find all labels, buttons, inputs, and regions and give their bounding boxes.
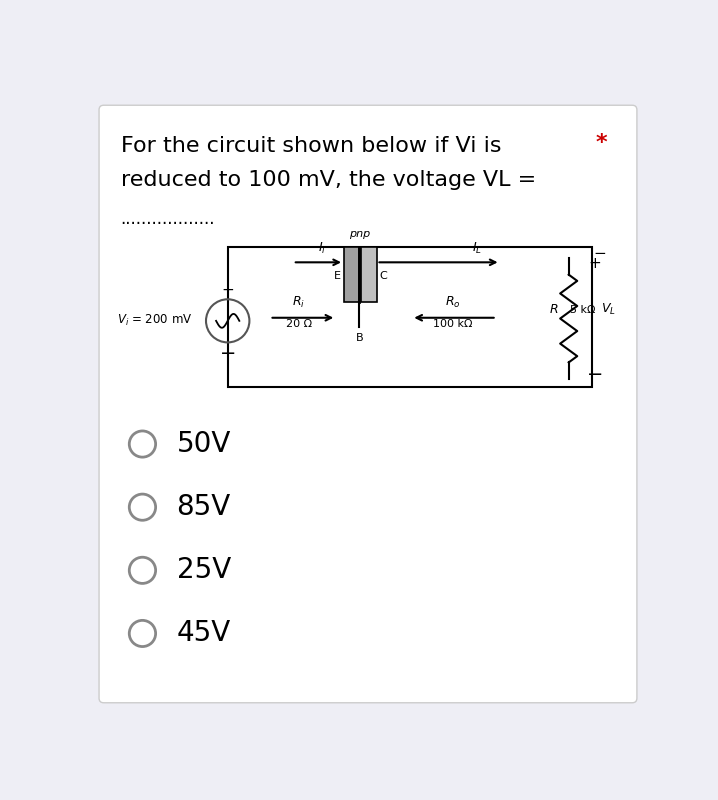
Text: *: * (595, 133, 607, 153)
Text: +: + (221, 282, 234, 298)
Text: 45V: 45V (177, 619, 230, 647)
Text: $V_L$: $V_L$ (601, 302, 616, 318)
Bar (361, 247, 376, 302)
Text: $I_L$: $I_L$ (472, 241, 482, 256)
Text: 85V: 85V (177, 493, 230, 521)
Text: B: B (355, 333, 363, 343)
Text: ..................: .................. (121, 210, 215, 228)
Text: $R_o$: $R_o$ (444, 294, 460, 310)
Text: pnp: pnp (349, 230, 370, 239)
Text: 20 Ω: 20 Ω (286, 319, 312, 329)
Text: 5 kΩ: 5 kΩ (570, 305, 596, 315)
Text: 25V: 25V (177, 556, 230, 584)
Bar (228, 247, 592, 387)
Bar (344, 247, 360, 302)
Text: reduced to 100 mV, the voltage VL =: reduced to 100 mV, the voltage VL = (121, 170, 536, 190)
Text: $R_i$: $R_i$ (292, 294, 306, 310)
Text: −: − (587, 366, 603, 384)
Text: 50V: 50V (177, 430, 231, 458)
FancyBboxPatch shape (99, 106, 637, 702)
Text: $I_i$: $I_i$ (318, 241, 326, 256)
Text: R: R (549, 303, 558, 316)
Text: −: − (593, 246, 606, 261)
Text: 100 kΩ: 100 kΩ (433, 319, 472, 329)
Text: E: E (334, 271, 341, 281)
Text: C: C (380, 271, 387, 281)
Text: +: + (589, 256, 602, 271)
Text: For the circuit shown below if Vi is: For the circuit shown below if Vi is (121, 136, 501, 156)
Text: $V_i$ = 200 mV: $V_i$ = 200 mV (117, 314, 192, 328)
Text: −: − (220, 344, 236, 362)
